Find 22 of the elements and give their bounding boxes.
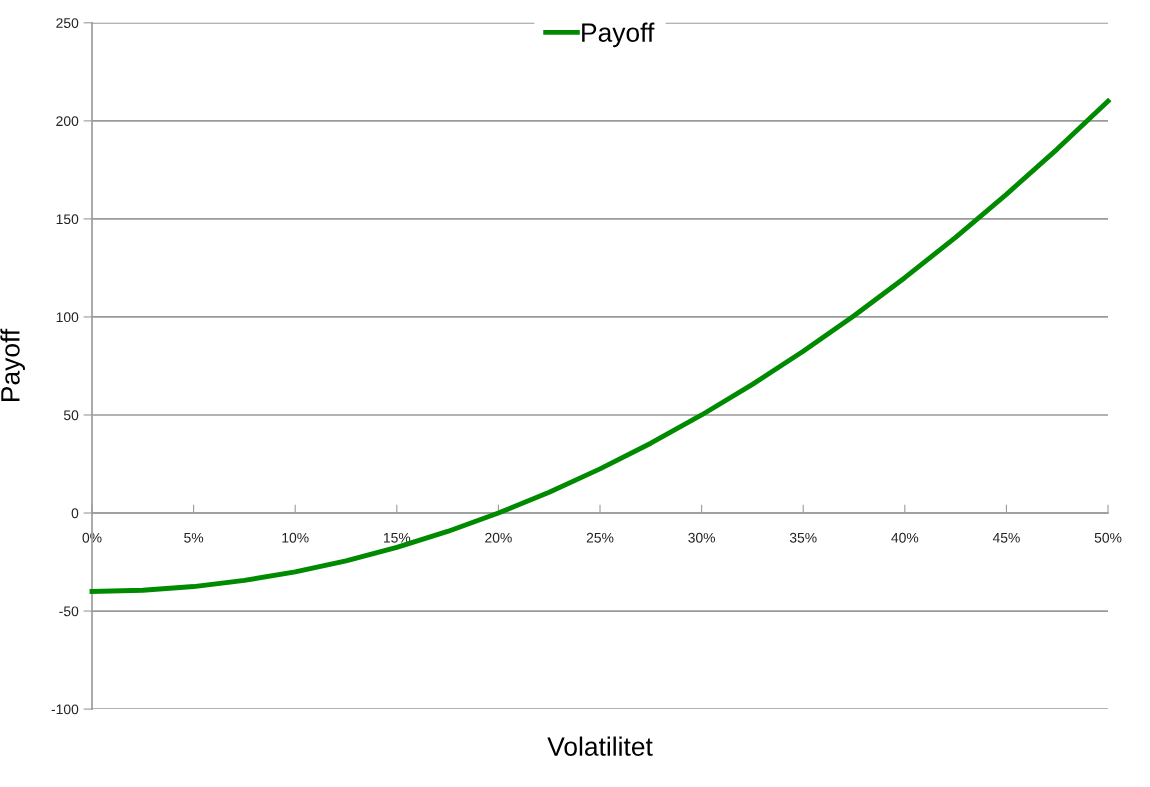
- x-axis-title: Volatilitet: [547, 736, 653, 756]
- x-tick-label: 15%: [383, 532, 411, 543]
- y-tick-label: -50: [59, 606, 79, 617]
- y-tick-label: -100: [51, 704, 79, 715]
- y-tick-label: 250: [56, 18, 79, 28]
- x-tick-label: 5%: [184, 532, 204, 543]
- y-tick-label: 150: [56, 214, 79, 225]
- x-tick-label: 45%: [992, 532, 1020, 543]
- x-tick-label: 25%: [586, 532, 614, 543]
- x-tick-label: 20%: [485, 532, 512, 543]
- x-tick-label: 0%: [82, 532, 102, 543]
- y-tick-label: 100: [56, 312, 79, 323]
- y-tick-label: 0: [71, 508, 79, 519]
- y-axis-title: Payoff: [0, 328, 25, 401]
- x-tick-label: 50%: [1094, 532, 1122, 543]
- y-tick-label: 200: [56, 116, 79, 127]
- x-tick-label: 40%: [891, 532, 919, 543]
- y-tick-label: 50: [63, 410, 79, 421]
- x-tick-label: 10%: [282, 532, 309, 543]
- x-tick-label: 35%: [789, 532, 817, 543]
- x-tick-label: 30%: [688, 532, 716, 543]
- legend-label: Payoff: [582, 22, 655, 48]
